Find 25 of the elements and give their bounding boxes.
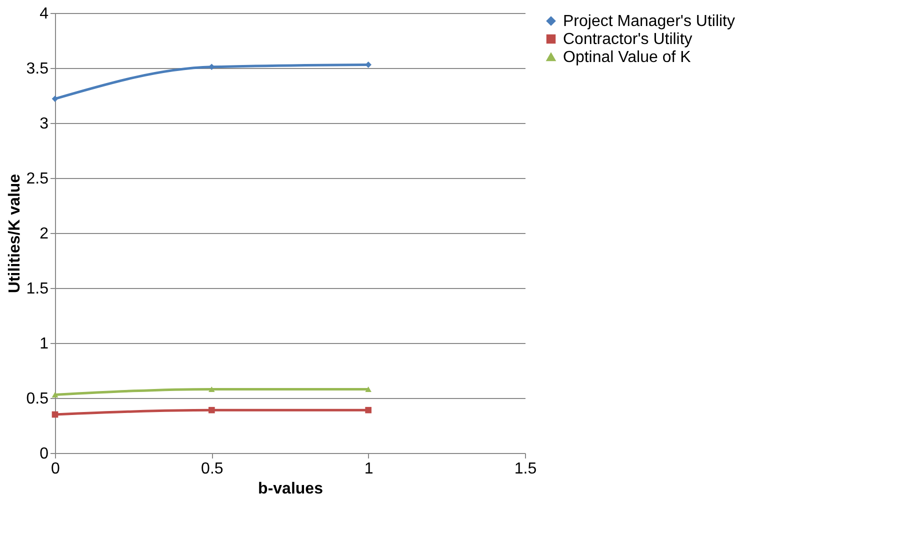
x-tick-label: 0.5 bbox=[201, 460, 224, 478]
point bbox=[365, 386, 372, 392]
x-tick-label: 1.5 bbox=[514, 460, 537, 478]
y-tick-label: 1.5 bbox=[26, 280, 49, 298]
legend-label: Optinal Value of K bbox=[563, 49, 692, 66]
y-tick-label: 0.5 bbox=[26, 390, 49, 408]
y-tick-label: 1 bbox=[40, 336, 49, 352]
x-axis-title: b-values bbox=[258, 480, 324, 498]
x-tick-label: 1 bbox=[364, 460, 374, 478]
x-tick-label: 0 bbox=[51, 460, 60, 478]
point bbox=[208, 64, 215, 70]
y-tick-label: 3 bbox=[40, 116, 49, 132]
legend-label: Project Manager's Utility bbox=[563, 13, 735, 30]
point bbox=[52, 96, 58, 102]
y-axis-title: Utilities/K value bbox=[6, 174, 24, 294]
point bbox=[365, 406, 372, 414]
point bbox=[208, 386, 215, 392]
y-tick-label: 0 bbox=[40, 446, 49, 462]
y-tick-label: 3.5 bbox=[26, 60, 49, 78]
point bbox=[52, 411, 58, 418]
point bbox=[208, 406, 215, 414]
y-tick-label: 2 bbox=[40, 226, 49, 242]
legend-label: Contractor's Utility bbox=[563, 31, 692, 48]
y-tick-label: 2.5 bbox=[26, 170, 49, 188]
y-tick-label: 4 bbox=[40, 6, 49, 22]
